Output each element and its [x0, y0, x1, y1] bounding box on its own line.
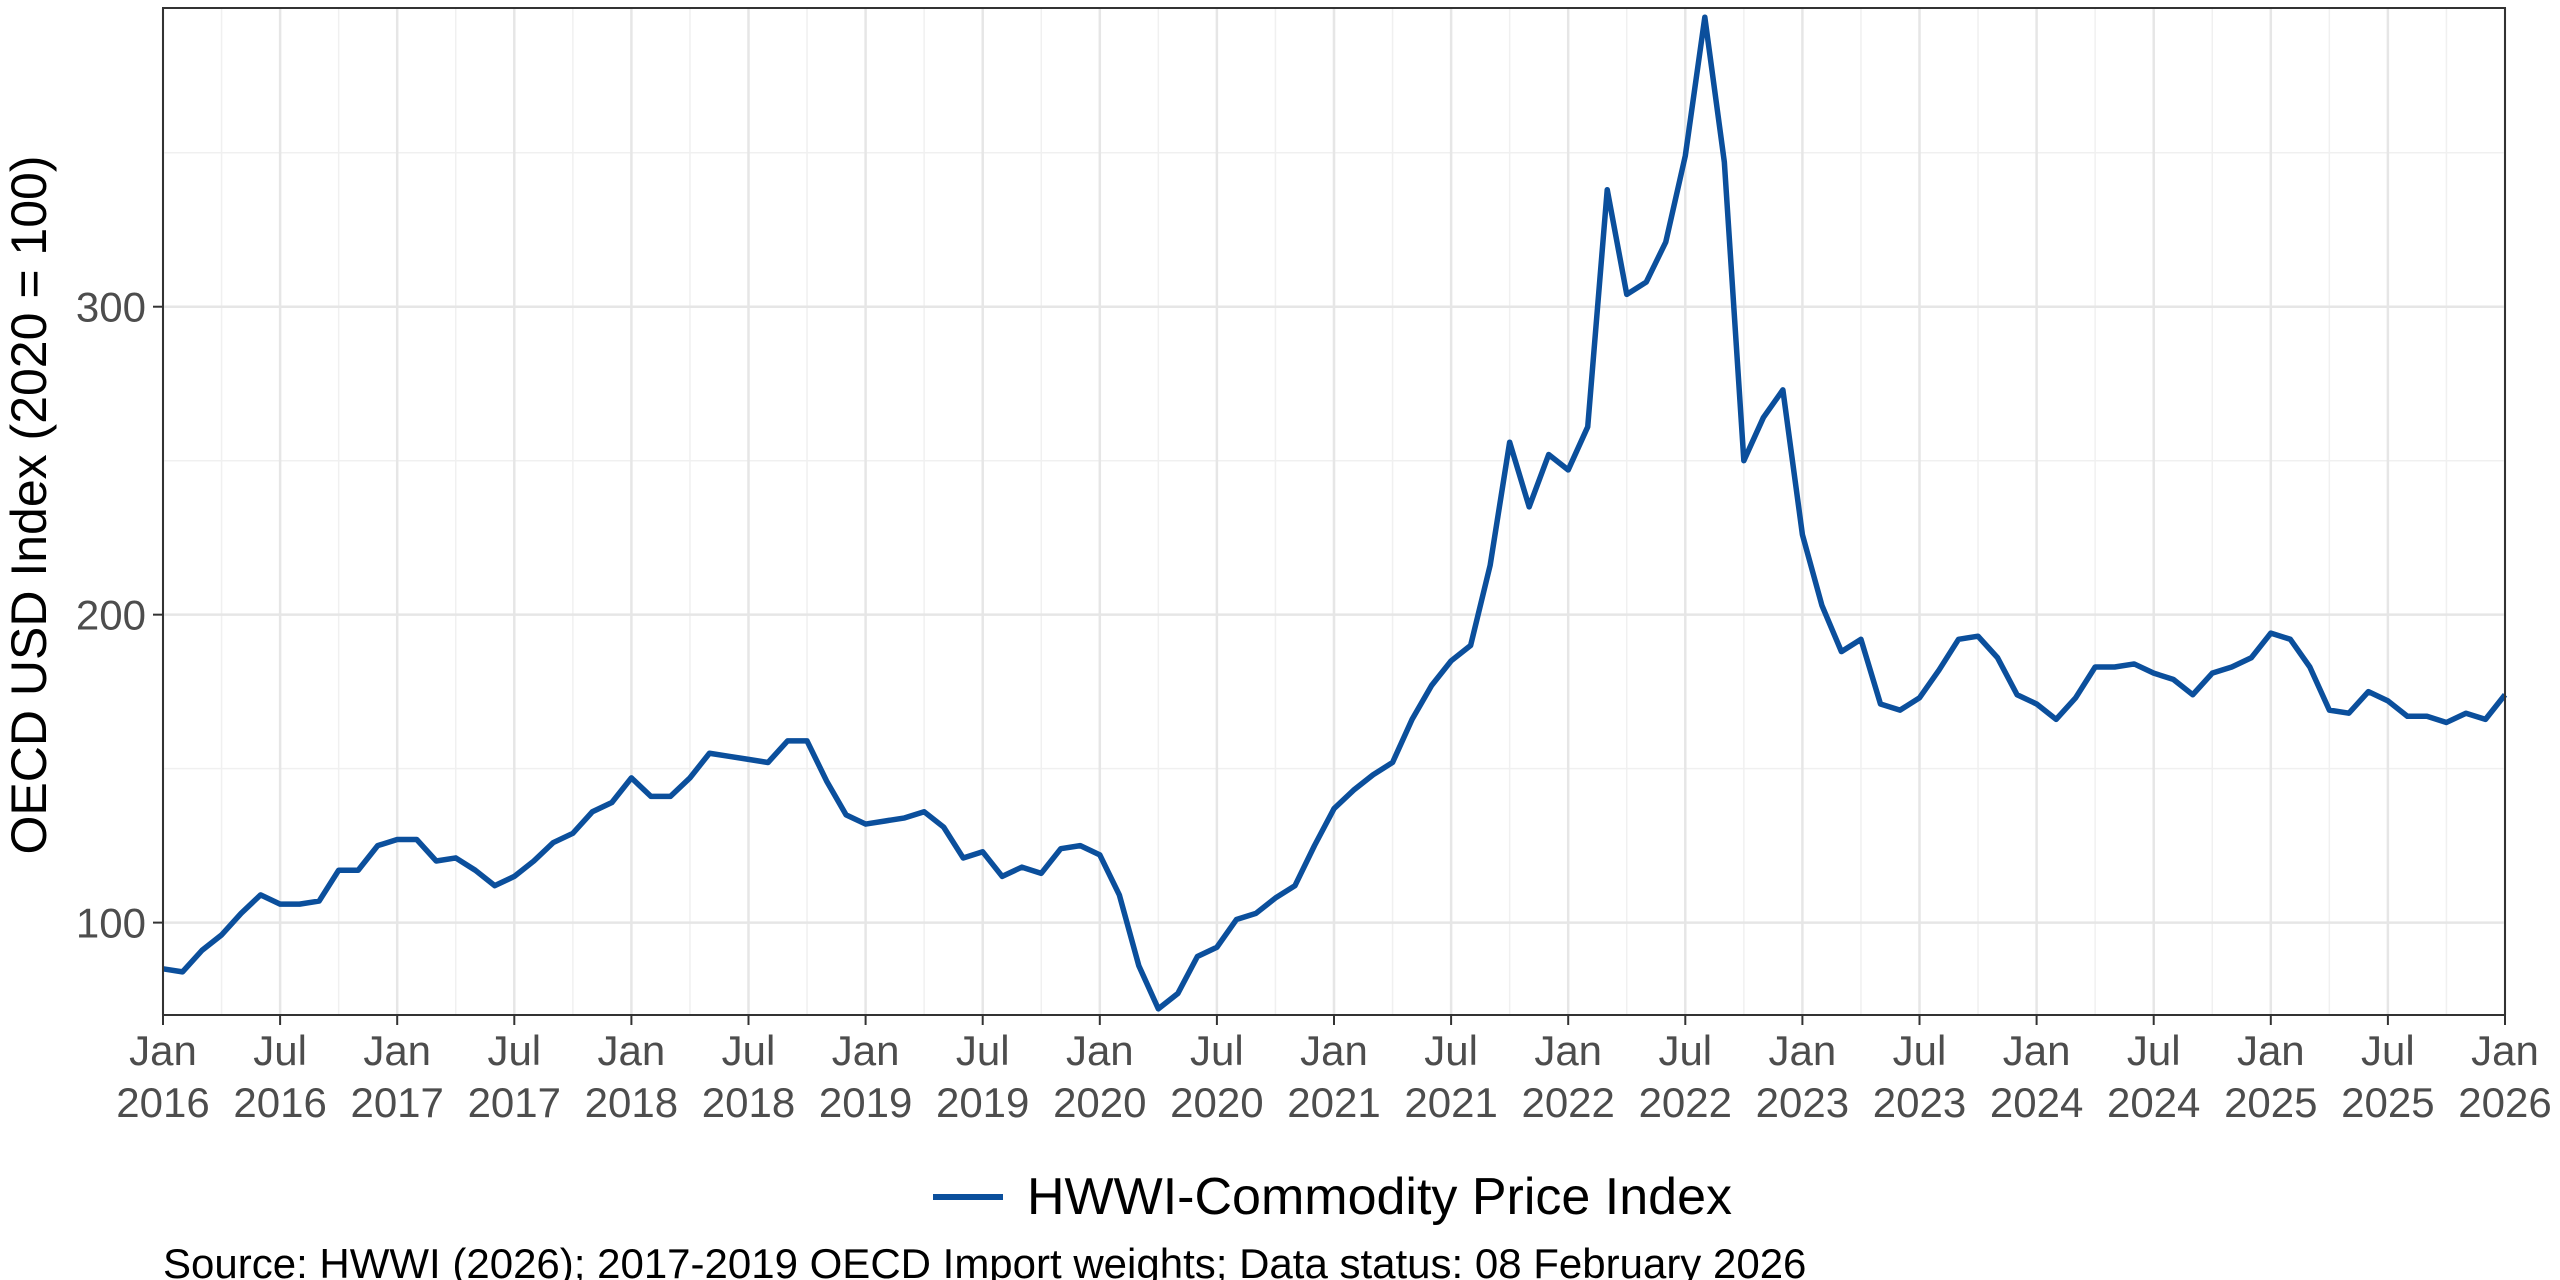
- x-tick-label-year: 2023: [1873, 1079, 1966, 1126]
- x-tick-label-month: Jan: [1300, 1027, 1368, 1074]
- x-tick-label-year: 2019: [819, 1079, 912, 1126]
- x-tick-label-year: 2022: [1639, 1079, 1732, 1126]
- x-tick-label-month: Jan: [598, 1027, 666, 1074]
- x-tick-label-year: 2020: [1170, 1079, 1263, 1126]
- x-tick-label-month: Jan: [129, 1027, 197, 1074]
- x-tick-label-year: 2017: [350, 1079, 443, 1126]
- x-tick-label-month: Jul: [722, 1027, 776, 1074]
- x-tick-label-month: Jan: [2471, 1027, 2539, 1074]
- series-line-hwwi-index: [162, 14, 2508, 1012]
- source-note: Source: HWWI (2026); 2017-2019 OECD Impo…: [163, 1240, 1806, 1280]
- x-tick-label-year: 2025: [2224, 1079, 2317, 1126]
- x-tick-label-month: Jul: [253, 1027, 307, 1074]
- x-tick-label-year: 2025: [2341, 1079, 2434, 1126]
- x-tick-label-month: Jul: [1190, 1027, 1244, 1074]
- x-tick-label-month: Jul: [2127, 1027, 2181, 1074]
- x-tick-label-year: 2023: [1756, 1079, 1849, 1126]
- x-tick-label-year: 2017: [468, 1079, 561, 1126]
- x-tick-label-year: 2024: [1990, 1079, 2083, 1126]
- legend: HWWI-Commodity Price Index: [933, 1168, 1732, 1226]
- x-tick-label-year: 2018: [585, 1079, 678, 1126]
- x-tick-label-month: Jan: [363, 1027, 431, 1074]
- x-tick-label-month: Jul: [2361, 1027, 2415, 1074]
- plot-area: 100 200 300 Jan 2016 Jul 2016 Jan 2017 Jul 2017 Jan…: [76, 7, 2552, 1126]
- y-axis-title: OECD USD Index (2020 = 100): [1, 156, 57, 855]
- x-tick-label-month: Jul: [956, 1027, 1010, 1074]
- y-tick-label: 100: [76, 900, 146, 947]
- x-tick-label-month: Jan: [1066, 1027, 1134, 1074]
- x-tick-label-month: Jul: [1658, 1027, 1712, 1074]
- x-tick-label-month: Jan: [2003, 1027, 2071, 1074]
- y-tick-label: 300: [76, 284, 146, 331]
- x-tick-label-year: 2021: [1287, 1079, 1380, 1126]
- x-tick-label-year: 2020: [1053, 1079, 1146, 1126]
- x-tick-label-month: Jan: [1769, 1027, 1837, 1074]
- x-tick-label-year: 2022: [1521, 1079, 1614, 1126]
- x-tick-label-year: 2016: [116, 1079, 209, 1126]
- y-tick-label: 200: [76, 592, 146, 639]
- x-tick-label-year: 2019: [936, 1079, 1029, 1126]
- x-tick-label-month: Jul: [487, 1027, 541, 1074]
- x-tick-label-month: Jan: [832, 1027, 900, 1074]
- x-tick-label-year: 2016: [233, 1079, 326, 1126]
- x-tick-label-year: 2018: [702, 1079, 795, 1126]
- x-tick-label-month: Jan: [2237, 1027, 2305, 1074]
- x-tick-label-year: 2026: [2458, 1079, 2551, 1126]
- x-tick-label-month: Jan: [1534, 1027, 1602, 1074]
- legend-label: HWWI-Commodity Price Index: [1027, 1168, 1732, 1226]
- x-tick-label-year: 2021: [1404, 1079, 1497, 1126]
- x-tick-label-year: 2024: [2107, 1079, 2200, 1126]
- x-tick-label-month: Jul: [1424, 1027, 1478, 1074]
- x-tick-label-month: Jul: [1893, 1027, 1947, 1074]
